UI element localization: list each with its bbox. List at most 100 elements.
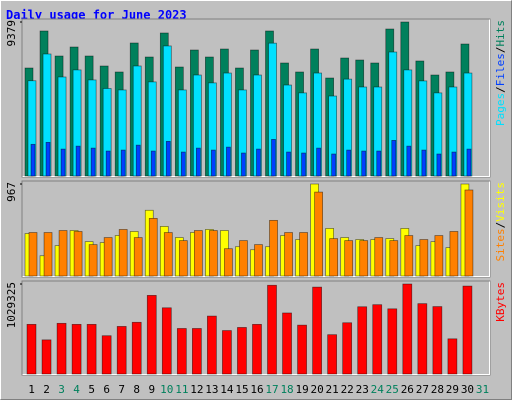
bar — [404, 235, 414, 277]
bar — [462, 285, 473, 375]
x-tick-label: 3 — [58, 383, 65, 396]
legend: Pages/Files/Hits — [494, 20, 507, 126]
bar — [90, 147, 96, 177]
bar — [417, 303, 428, 375]
x-tick-label: 21 — [326, 383, 339, 396]
bar — [256, 148, 261, 177]
legend: Sites/Visits — [494, 182, 507, 262]
bar — [163, 232, 173, 277]
bar — [45, 141, 51, 177]
bar — [419, 239, 429, 277]
bar — [391, 140, 397, 177]
bar — [436, 153, 442, 177]
x-tick-label: 1 — [28, 383, 35, 396]
bar — [239, 240, 248, 277]
y-tick-label: 1029325 — [5, 282, 18, 328]
y-tick-label: 967 — [5, 182, 18, 202]
legend-separator: / — [494, 47, 507, 54]
bar — [434, 235, 444, 277]
x-tick-label: 18 — [280, 383, 293, 396]
bar — [237, 327, 247, 375]
bar — [133, 237, 143, 277]
bar — [26, 323, 37, 375]
bar — [88, 244, 98, 277]
bar — [389, 240, 399, 277]
bar — [131, 321, 142, 375]
legend: KBytes — [494, 282, 507, 322]
bar — [135, 144, 141, 177]
bar — [451, 151, 457, 177]
bar — [372, 304, 383, 375]
bar — [346, 149, 352, 177]
bar — [178, 240, 188, 277]
x-tick-label: 14 — [220, 383, 234, 396]
bar — [161, 307, 172, 375]
bar — [116, 326, 127, 375]
bar — [271, 139, 276, 177]
x-tick-label: 15 — [235, 383, 248, 396]
x-tick-label: 27 — [416, 383, 429, 396]
bar — [312, 286, 322, 375]
x-tick-label: 2 — [43, 383, 50, 396]
bar — [120, 149, 126, 177]
x-tick-label: 30 — [461, 383, 474, 396]
x-tick-label: 24 — [371, 383, 385, 396]
bar — [282, 312, 292, 375]
legend-entry: Hits — [494, 20, 507, 47]
bar — [286, 151, 291, 177]
x-tick-label: 11 — [175, 383, 188, 396]
bar — [58, 230, 68, 277]
x-tick-label: 10 — [160, 383, 173, 396]
x-tick-label: 22 — [341, 383, 354, 396]
x-tick-label: 25 — [386, 383, 399, 396]
bar — [105, 150, 111, 177]
bar — [118, 229, 128, 277]
bar — [180, 151, 186, 177]
x-tick-label: 23 — [356, 383, 369, 396]
x-tick-label: 8 — [133, 383, 140, 396]
x-tick-label: 5 — [88, 383, 95, 396]
bar — [194, 230, 203, 277]
bar — [359, 240, 369, 277]
bar — [402, 283, 413, 375]
bar — [43, 232, 53, 277]
bar — [301, 152, 306, 177]
bar — [41, 339, 52, 375]
bar — [297, 324, 307, 375]
bar — [447, 338, 458, 375]
bar — [222, 330, 232, 375]
bar — [432, 306, 443, 375]
bar — [165, 141, 171, 177]
bar — [269, 219, 278, 277]
bar — [30, 143, 36, 177]
bar — [342, 322, 353, 375]
x-tick-label: 13 — [205, 383, 218, 396]
x-tick-label: 12 — [190, 383, 203, 396]
bar — [284, 232, 293, 277]
bar — [316, 147, 321, 177]
bar — [176, 328, 187, 375]
legend-entry: KBytes — [494, 282, 507, 322]
legend-separator: / — [494, 86, 507, 93]
panel-bevel — [22, 19, 490, 177]
bar — [464, 189, 474, 277]
bar — [103, 237, 113, 277]
bar — [71, 323, 82, 375]
legend-entry: Sites — [494, 228, 507, 261]
x-tick-label: 26 — [401, 383, 414, 396]
x-tick-label: 6 — [103, 383, 110, 396]
bar — [101, 335, 112, 375]
x-tick-label: 9 — [148, 383, 155, 396]
bar — [449, 231, 459, 277]
x-tick-label: 16 — [250, 383, 263, 396]
bar — [148, 217, 158, 277]
bar — [344, 240, 354, 277]
legend-entry: Files — [494, 53, 507, 86]
bar — [387, 308, 398, 375]
bar — [146, 295, 157, 375]
y-tick-label: 9379 — [5, 20, 18, 47]
bar — [241, 152, 246, 177]
x-tick-label: 4 — [73, 383, 80, 396]
x-tick-label: 19 — [295, 383, 308, 396]
